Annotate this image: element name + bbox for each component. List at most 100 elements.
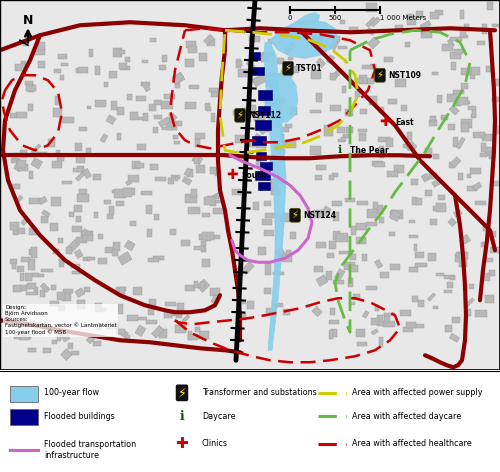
Text: Design:
Björn Arvidsson
Sources:
Fastighetskartan, vector © Lantmäteriet
100-yea: Design: Björn Arvidsson Sources: Fastigh… — [5, 305, 117, 335]
Bar — [53, 109, 62, 118]
Bar — [395, 79, 406, 86]
Bar — [73, 168, 84, 172]
Polygon shape — [370, 17, 380, 27]
Bar — [134, 287, 142, 295]
Polygon shape — [31, 158, 42, 169]
Bar — [460, 101, 470, 104]
Bar — [202, 213, 210, 217]
Bar — [28, 348, 36, 352]
Bar — [68, 344, 72, 349]
Bar — [212, 200, 222, 203]
Polygon shape — [330, 70, 340, 80]
Bar — [199, 53, 207, 61]
Bar — [240, 301, 246, 303]
Bar — [120, 50, 125, 54]
Bar — [268, 39, 272, 44]
Bar — [310, 146, 321, 155]
Bar — [14, 153, 19, 160]
Bar — [356, 77, 363, 84]
Polygon shape — [31, 144, 41, 154]
Bar — [486, 231, 496, 237]
Bar — [489, 152, 495, 159]
Polygon shape — [264, 263, 272, 275]
Bar — [71, 351, 79, 355]
Bar — [29, 250, 34, 255]
Bar — [186, 169, 193, 177]
Bar — [186, 59, 194, 67]
Bar — [272, 303, 282, 306]
Polygon shape — [246, 60, 255, 69]
Polygon shape — [366, 27, 375, 35]
Bar — [210, 288, 220, 296]
Polygon shape — [142, 82, 150, 92]
Bar — [95, 303, 102, 312]
Bar — [135, 163, 144, 169]
Bar — [76, 216, 82, 222]
Bar — [494, 126, 500, 134]
Bar — [38, 274, 44, 278]
Bar — [444, 290, 452, 293]
Bar — [185, 285, 196, 292]
Bar — [459, 252, 468, 259]
Bar — [63, 289, 73, 293]
Bar — [240, 114, 251, 122]
Polygon shape — [482, 24, 487, 34]
Bar — [390, 264, 400, 270]
Bar — [346, 127, 353, 134]
Bar — [56, 150, 60, 156]
Bar — [265, 73, 275, 77]
Bar — [432, 72, 438, 75]
Bar — [26, 85, 36, 91]
Bar — [53, 249, 60, 253]
Bar — [467, 174, 471, 178]
Bar — [345, 109, 353, 116]
Bar — [290, 232, 296, 239]
Bar — [42, 347, 51, 354]
Bar — [106, 246, 116, 253]
Polygon shape — [406, 141, 417, 151]
Bar — [210, 202, 216, 206]
Polygon shape — [82, 168, 92, 179]
Bar — [28, 228, 38, 235]
Polygon shape — [459, 252, 468, 261]
Bar — [348, 278, 353, 287]
Polygon shape — [16, 195, 23, 202]
Bar — [168, 178, 174, 184]
Polygon shape — [118, 252, 132, 265]
Bar — [172, 310, 182, 316]
Bar — [407, 17, 416, 25]
Bar — [147, 229, 152, 237]
Bar — [356, 225, 364, 229]
Bar — [254, 35, 260, 42]
Bar — [138, 117, 143, 120]
Text: 0: 0 — [288, 15, 292, 21]
Polygon shape — [176, 176, 178, 181]
Bar — [173, 135, 178, 139]
Polygon shape — [14, 159, 24, 172]
Polygon shape — [38, 196, 48, 204]
Bar — [77, 194, 88, 202]
Bar — [314, 266, 323, 271]
Bar — [482, 258, 493, 262]
Bar — [284, 309, 290, 315]
Bar — [351, 226, 356, 235]
Bar — [480, 153, 486, 157]
Polygon shape — [263, 100, 275, 113]
Bar — [380, 272, 389, 278]
Polygon shape — [272, 178, 278, 190]
Bar — [444, 275, 455, 279]
Polygon shape — [118, 303, 123, 314]
Bar — [137, 144, 146, 150]
Bar — [112, 190, 123, 193]
Bar — [258, 121, 262, 126]
Bar — [48, 139, 54, 147]
Bar — [108, 322, 118, 329]
Bar — [460, 68, 471, 76]
Bar — [148, 104, 156, 111]
Bar — [174, 325, 186, 333]
Bar — [194, 133, 205, 140]
Bar — [207, 196, 219, 199]
Bar — [117, 133, 121, 140]
Polygon shape — [252, 77, 260, 85]
Bar — [171, 175, 180, 179]
